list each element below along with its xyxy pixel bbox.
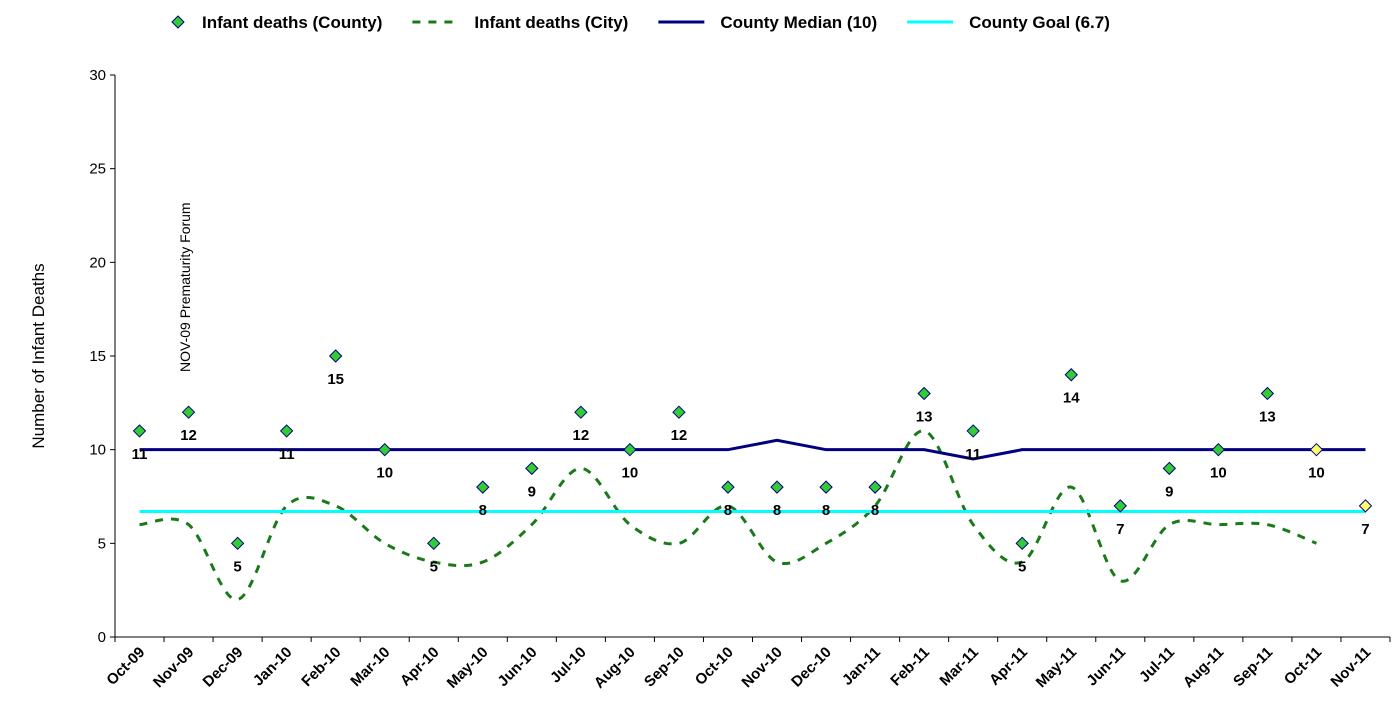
data-point — [1358, 499, 1373, 513]
data-label: 13 — [1259, 408, 1276, 425]
x-tick-label: Oct-09 — [103, 644, 148, 689]
legend-marker — [171, 15, 185, 29]
data-point — [328, 349, 343, 363]
x-tick-label: Jul-11 — [1136, 644, 1178, 686]
x-tick-label: Dec-09 — [200, 644, 247, 691]
x-tick-label: Dec-10 — [788, 644, 835, 691]
x-tick-label: Aug-10 — [591, 644, 639, 692]
data-point — [230, 536, 245, 551]
data-label: 15 — [327, 371, 344, 388]
data-label: 10 — [376, 465, 393, 482]
series-line — [139, 438, 1366, 461]
data-label: 8 — [871, 502, 879, 519]
data-label: 9 — [528, 483, 536, 500]
data-point — [623, 442, 637, 457]
data-label: 8 — [773, 502, 781, 519]
x-tick-label: Nov-09 — [150, 644, 197, 691]
x-tick-label: Oct-11 — [1281, 644, 1325, 688]
x-tick-label: Apr-11 — [986, 644, 1031, 689]
data-label: 8 — [724, 502, 732, 519]
data-label: 5 — [430, 558, 438, 575]
data-point — [1113, 499, 1127, 513]
y-tick-label: 20 — [89, 254, 106, 271]
data-label: 7 — [1361, 521, 1369, 538]
x-tick-label: Sep-11 — [1230, 644, 1276, 690]
data-label: 12 — [573, 427, 590, 444]
data-point — [1260, 386, 1275, 401]
x-tick-label: Feb-10 — [298, 644, 344, 690]
data-label: 11 — [132, 446, 148, 463]
x-tick-label: Jan-10 — [250, 644, 296, 690]
data-point — [721, 480, 735, 494]
x-tick-label: Jun-10 — [494, 644, 540, 690]
x-tick-label: Jun-11 — [1083, 644, 1129, 690]
data-point — [132, 424, 147, 438]
x-tick-label: Aug-11 — [1180, 644, 1227, 691]
data-label: 5 — [1018, 558, 1026, 575]
data-point — [917, 386, 931, 401]
data-label: 13 — [916, 408, 933, 425]
data-label: 8 — [822, 502, 830, 519]
x-tick-label: Jan-11 — [839, 644, 884, 689]
data-point — [819, 480, 833, 494]
x-tick-label: May-10 — [444, 644, 492, 692]
data-point — [427, 536, 441, 551]
data-point — [1211, 442, 1226, 457]
data-label: 12 — [180, 427, 197, 444]
data-point — [672, 405, 686, 419]
x-tick-label: Sep-10 — [641, 644, 688, 691]
data-point — [868, 480, 882, 494]
data-label: 12 — [671, 427, 688, 444]
x-tick-label: May-11 — [1033, 644, 1080, 691]
data-label: 11 — [279, 446, 295, 463]
y-tick-label: 10 — [89, 442, 106, 459]
data-point — [966, 424, 980, 438]
annotation: NOV-09 Prematurity Forum — [177, 202, 193, 372]
data-point — [1162, 461, 1177, 476]
y-tick-label: 15 — [89, 348, 106, 365]
series-line — [139, 429, 1317, 602]
data-label: 11 — [965, 446, 981, 463]
data-point — [476, 480, 490, 494]
legend-label: County Goal (6.7) — [969, 13, 1110, 32]
data-point — [181, 405, 196, 419]
x-tick-label: Mar-11 — [936, 644, 982, 690]
data-point — [770, 480, 784, 494]
data-point — [1064, 368, 1078, 382]
data-point — [1015, 536, 1029, 551]
legend-label: Infant deaths (City) — [474, 13, 628, 32]
data-point — [525, 461, 539, 476]
data-label: 10 — [1308, 465, 1325, 482]
data-label: 14 — [1063, 390, 1080, 407]
data-point — [279, 424, 294, 438]
x-tick-label: Mar-10 — [347, 644, 393, 690]
legend-label: County Median (10) — [720, 13, 877, 32]
data-label: 9 — [1165, 483, 1173, 500]
x-tick-label: Nov-10 — [738, 644, 785, 691]
x-tick-label: Apr-10 — [397, 644, 443, 690]
y-tick-label: 30 — [89, 67, 106, 84]
data-label: 8 — [479, 502, 487, 519]
y-tick-label: 25 — [89, 161, 106, 178]
y-axis-label: Number of Infant Deaths — [29, 263, 48, 448]
data-label: 10 — [1210, 465, 1227, 482]
legend-label: Infant deaths (County) — [202, 13, 382, 32]
data-point — [574, 405, 588, 419]
data-point — [1309, 442, 1324, 457]
x-tick-label: Nov-11 — [1327, 644, 1374, 691]
x-tick-label: Oct-10 — [692, 644, 737, 689]
x-tick-label: Jul-10 — [547, 644, 590, 687]
data-label: 7 — [1116, 521, 1124, 538]
y-tick-label: 5 — [98, 535, 106, 552]
data-point — [378, 442, 392, 457]
y-tick-label: 0 — [98, 629, 106, 646]
x-tick-label: Feb-11 — [887, 644, 933, 690]
data-label: 10 — [622, 465, 639, 482]
data-label: 5 — [233, 558, 241, 575]
